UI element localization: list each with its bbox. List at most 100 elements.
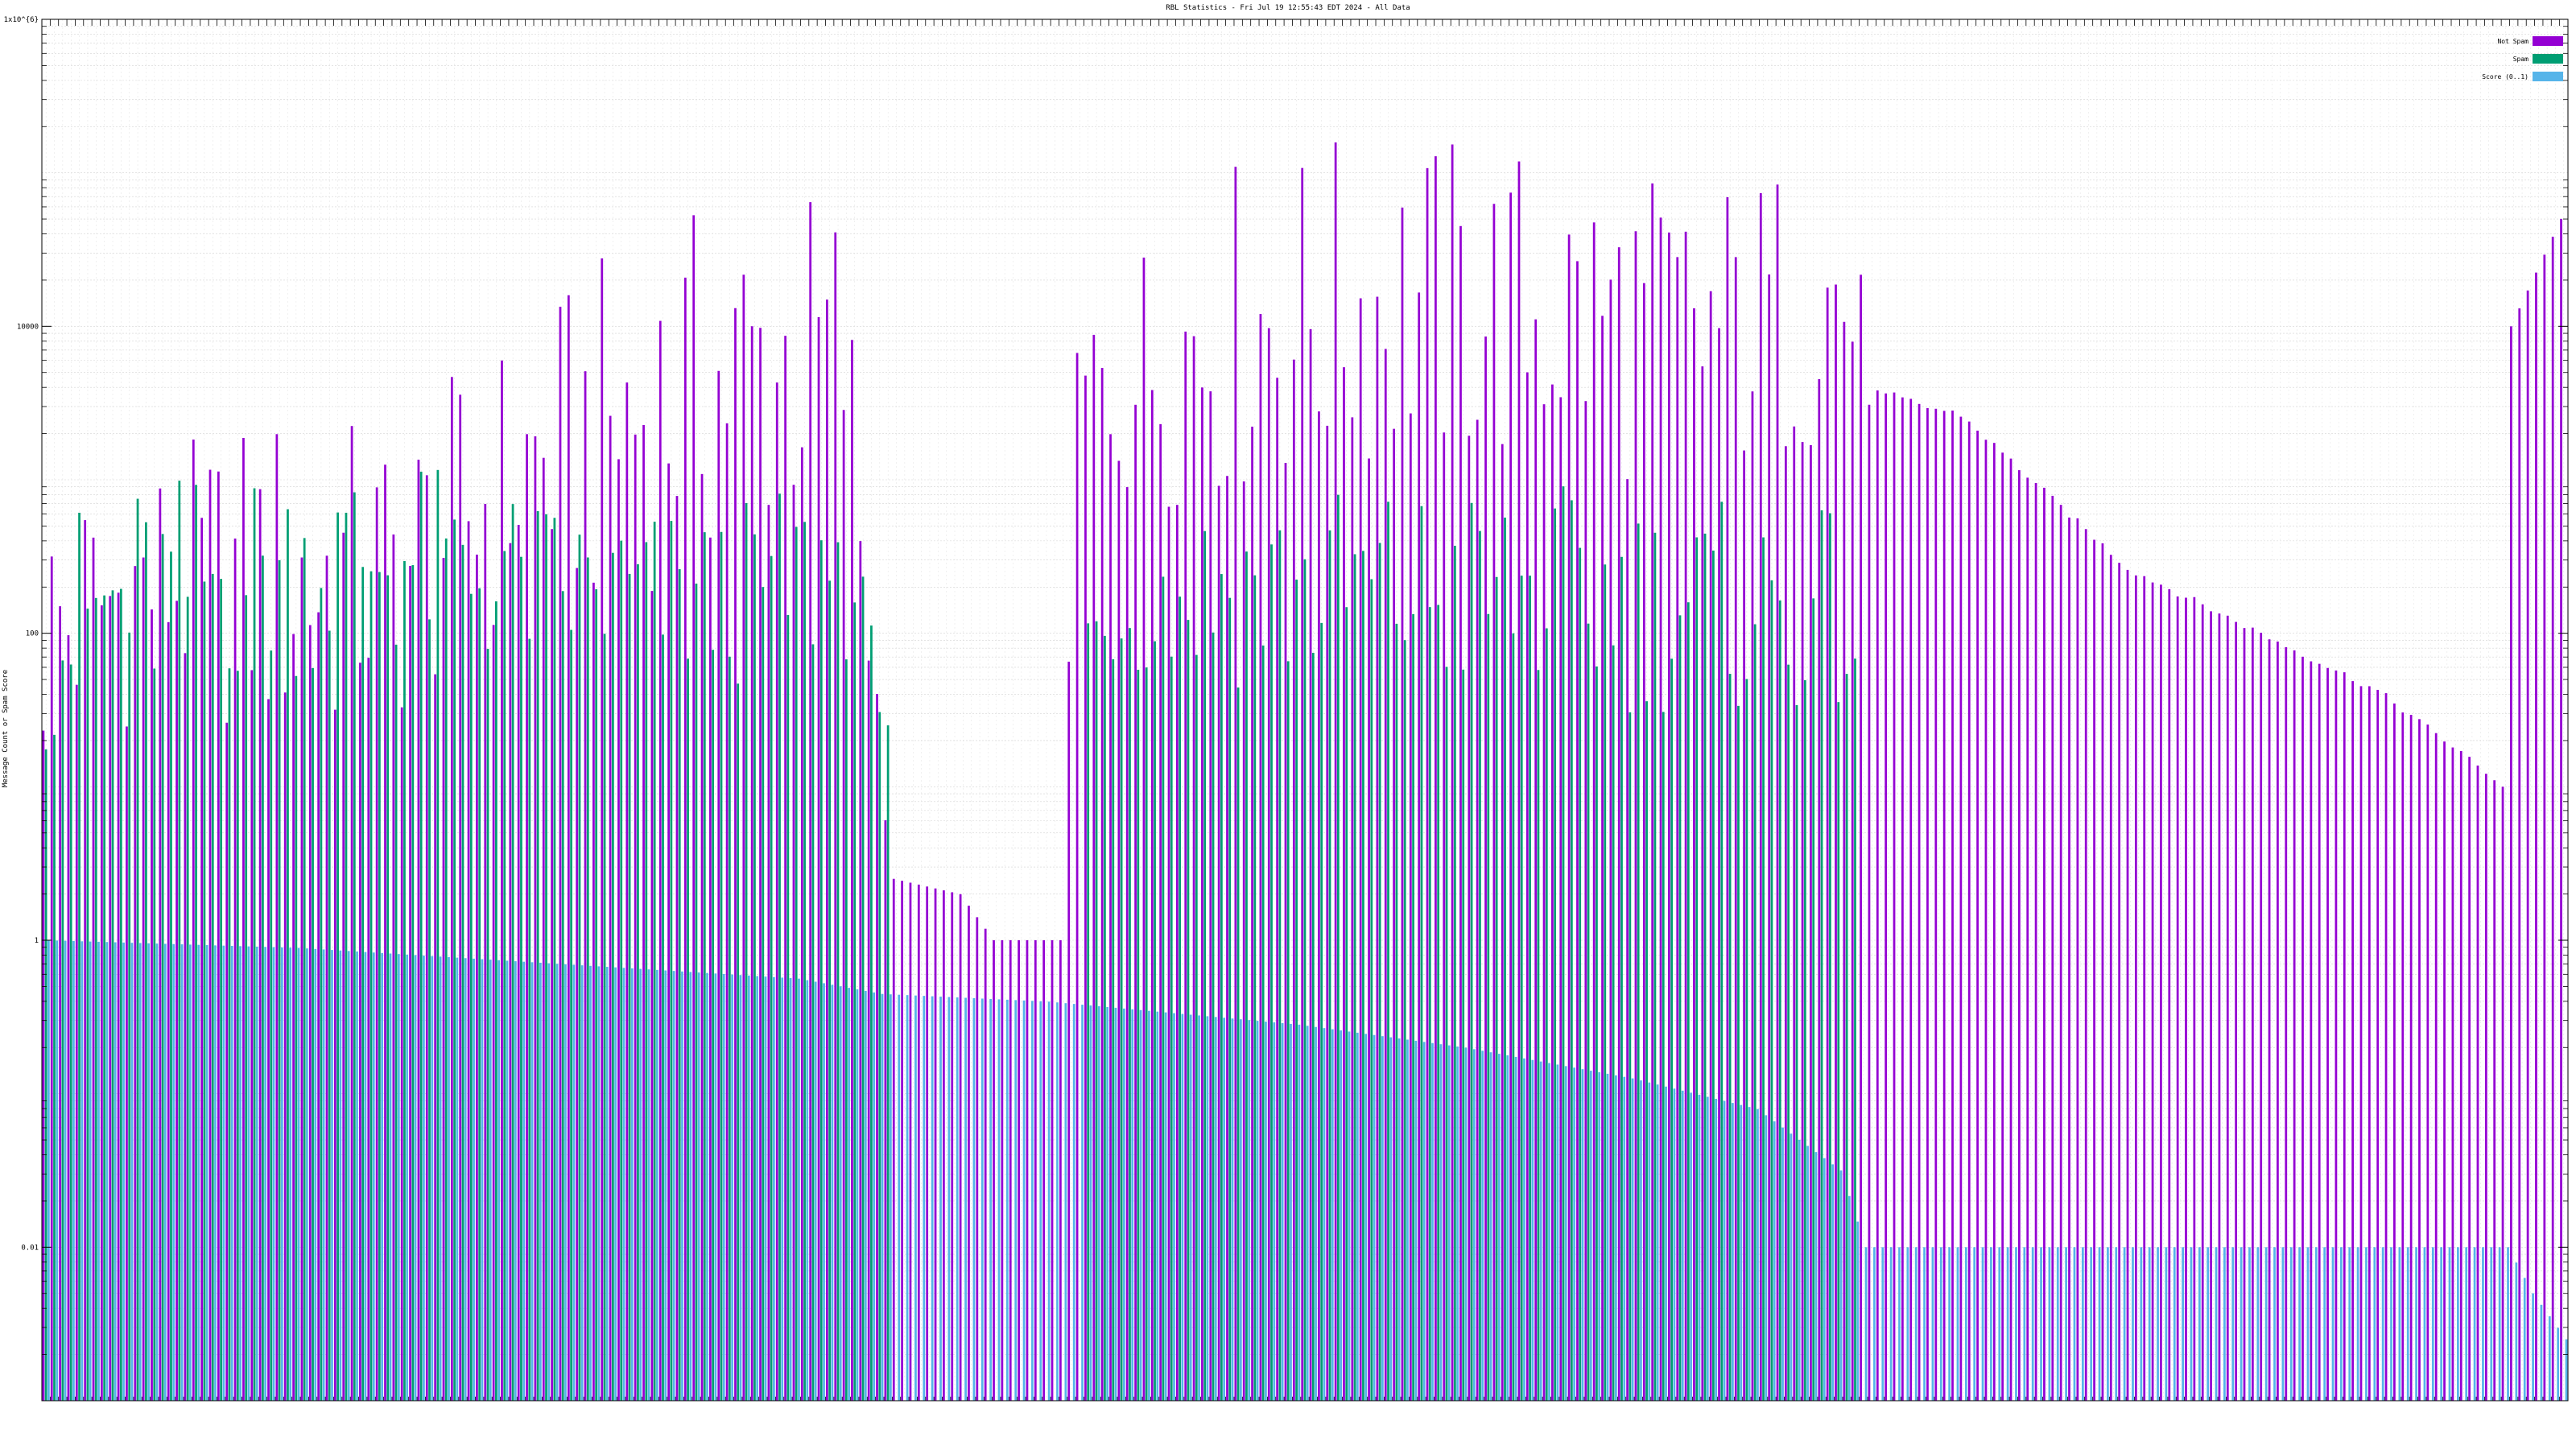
bar-not-spam — [884, 819, 887, 1401]
bar-not-spam — [667, 463, 670, 1402]
bar-score — [2231, 1247, 2235, 1401]
bar-score — [1539, 1061, 1542, 1401]
bar-spam — [1303, 559, 1307, 1401]
bar-not-spam — [325, 555, 328, 1401]
bar-not-spam — [1051, 940, 1054, 1401]
bar-score — [972, 997, 976, 1401]
bar-score — [656, 969, 658, 1401]
bar-spam — [1170, 656, 1173, 1401]
bar-not-spam — [1942, 411, 1946, 1401]
bar-score — [1981, 1247, 1984, 1401]
bar-not-spam — [384, 464, 386, 1401]
bar-score — [280, 947, 283, 1401]
bar-spam — [270, 650, 273, 1401]
bar-not-spam — [1801, 442, 1804, 1401]
bar-not-spam — [1934, 408, 1938, 1401]
bar-not-spam — [1159, 423, 1162, 1401]
bar-spam — [811, 644, 815, 1401]
bar-not-spam — [2118, 563, 2121, 1401]
bar-spam — [828, 580, 832, 1401]
bar-not-spam — [225, 722, 229, 1401]
bar-not-spam — [1909, 398, 1913, 1402]
bar-spam — [1104, 635, 1106, 1401]
bar-not-spam — [1776, 184, 1779, 1401]
bar-spam — [737, 683, 740, 1401]
bar-spam — [1520, 576, 1523, 1401]
bar-not-spam — [250, 670, 254, 1401]
bar-score — [289, 947, 292, 1401]
bar-spam — [86, 609, 89, 1401]
bar-not-spam — [509, 543, 512, 1401]
bar-spam — [603, 634, 606, 1401]
bar-score — [1548, 1063, 1550, 1401]
bar-spam — [1445, 667, 1448, 1401]
bar-score — [605, 967, 609, 1401]
bar-spam — [886, 725, 890, 1401]
bar-spam — [1395, 623, 1398, 1401]
bar-score — [2507, 1247, 2509, 1401]
bar-spam — [345, 512, 348, 1402]
bar-not-spam — [2160, 584, 2162, 1401]
bar-not-spam — [834, 232, 837, 1401]
bar-score — [2465, 1247, 2468, 1401]
bar-score — [1589, 1071, 1592, 1401]
bar-spam — [1812, 598, 1815, 1401]
bar-spam — [1195, 654, 1198, 1401]
bar-not-spam — [167, 621, 170, 1401]
bar-score — [122, 942, 125, 1401]
bar-not-spam — [1659, 217, 1662, 1401]
bar-score — [1623, 1076, 1626, 1401]
bar-spam — [386, 575, 390, 1401]
bar-score — [1422, 1042, 1426, 1401]
bar-score — [2548, 1316, 2551, 1401]
bar-spam — [1570, 500, 1573, 1402]
legend-swatch — [2533, 72, 2563, 81]
bar-score — [2314, 1247, 2318, 1401]
bar-not-spam — [2243, 628, 2246, 1401]
y-tick-label: 1x10^{6} — [4, 16, 39, 24]
bar-not-spam — [2268, 639, 2271, 1401]
bar-score — [1039, 1001, 1042, 1401]
bar-score — [2431, 1247, 2434, 1401]
bar-score — [1898, 1247, 1901, 1401]
bar-not-spam — [1876, 390, 1879, 1401]
bar-not-spam — [217, 471, 220, 1401]
bar-score — [1122, 1008, 1125, 1401]
bar-spam — [1737, 705, 1740, 1401]
bar-score — [789, 978, 792, 1401]
bar-spam — [128, 632, 131, 1401]
bar-not-spam — [151, 609, 153, 1401]
bar-spam — [703, 532, 706, 1401]
bar-spam — [1095, 621, 1098, 1401]
bar-not-spam — [2409, 714, 2413, 1401]
y-axis-ticks: 0.01 1 100 10000 1x10^{6} — [4, 16, 2568, 1356]
bar-score — [2406, 1247, 2409, 1401]
bar-spam — [378, 572, 381, 1402]
bar-not-spam — [842, 410, 845, 1401]
bar-score — [2198, 1247, 2201, 1401]
bar-not-spam — [1192, 336, 1195, 1401]
bar-score — [1131, 1009, 1134, 1401]
bar-score — [1331, 1029, 1334, 1401]
bar-score — [873, 992, 876, 1401]
bar-spam — [428, 619, 431, 1401]
bar-score — [1973, 1247, 1976, 1401]
bar-not-spam — [208, 469, 212, 1401]
bar-score — [347, 951, 350, 1401]
bar-score — [1481, 1051, 1484, 1401]
bar-not-spam — [542, 457, 545, 1402]
legend-label: Score (0..1) — [2482, 73, 2529, 80]
bar-score — [1173, 1013, 1175, 1401]
bar-score — [1914, 1247, 1918, 1401]
bar-score — [806, 980, 809, 1401]
bar-not-spam — [1835, 284, 1837, 1401]
bar-score — [848, 988, 850, 1401]
bar-score — [2182, 1247, 2184, 1401]
bar-score — [530, 962, 534, 1401]
bar-spam — [1487, 613, 1490, 1401]
bar-score — [1640, 1080, 1642, 1401]
bar-score — [72, 940, 75, 1401]
bar-spam — [561, 591, 564, 1401]
bar-score — [2264, 1247, 2268, 1401]
bar-not-spam — [1726, 196, 1729, 1402]
